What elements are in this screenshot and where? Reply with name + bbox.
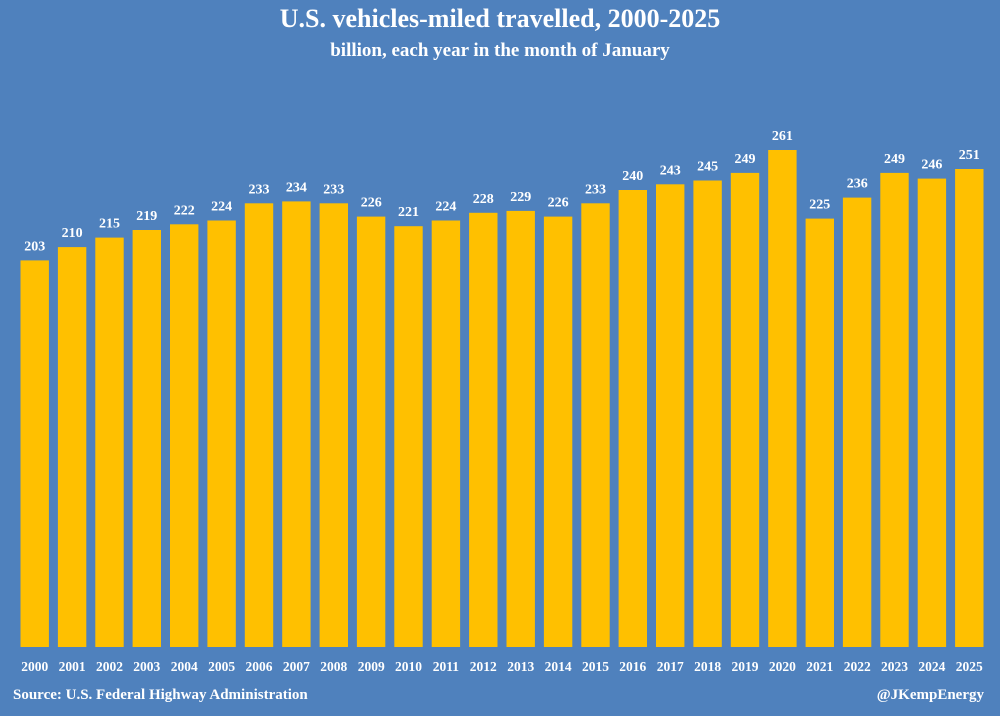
value-label-2022: 236 — [847, 177, 868, 192]
x-tick-label-2018: 2018 — [694, 659, 721, 674]
bar-2017 — [656, 184, 685, 648]
bar-2024 — [917, 178, 947, 647]
x-tick-label-2002: 2002 — [96, 659, 123, 674]
x-tick-label-2000: 2000 — [21, 659, 48, 674]
value-label-2001: 210 — [62, 226, 83, 241]
bar-2002 — [95, 237, 124, 647]
value-label-2004: 222 — [174, 203, 195, 218]
x-tick-label-2005: 2005 — [208, 659, 235, 674]
author-handle: @JKempEnergy — [876, 687, 984, 703]
bar-2012 — [469, 212, 498, 648]
value-label-2009: 226 — [361, 196, 382, 211]
x-tick-labels-group: 2000 2001 2002 2003 2004 2005 2006 2007 2008 2009… — [21, 659, 983, 674]
x-tick-label-2013: 2013 — [507, 659, 534, 674]
value-labels-group: 203 210 215 219 222 224 233 234 233 226 221 224 228 2… — [24, 129, 980, 254]
value-label-2025: 251 — [959, 148, 980, 163]
x-tick-label-2024: 2024 — [918, 659, 945, 674]
value-label-2000: 203 — [24, 239, 45, 254]
bar-2015 — [581, 203, 610, 648]
bar-2013 — [506, 210, 535, 647]
bar-2004 — [170, 224, 199, 648]
bar-2009 — [356, 216, 386, 647]
x-tick-label-2022: 2022 — [844, 659, 871, 674]
value-label-2014: 226 — [548, 196, 569, 211]
chart-subtitle: billion, each year in the month of Janua… — [330, 40, 670, 61]
bar-2003 — [132, 230, 161, 647]
bar-2008 — [319, 203, 348, 648]
value-label-2007: 234 — [286, 180, 307, 195]
bar-2010 — [394, 226, 423, 647]
x-tick-label-2025: 2025 — [956, 659, 983, 674]
x-tick-label-2010: 2010 — [395, 659, 422, 674]
x-tick-label-2003: 2003 — [133, 659, 160, 674]
x-tick-label-2017: 2017 — [657, 659, 684, 674]
value-label-2011: 224 — [435, 200, 456, 215]
bar-2005 — [207, 220, 236, 647]
value-label-2015: 233 — [585, 182, 606, 197]
x-tick-label-2007: 2007 — [283, 659, 310, 674]
value-label-2002: 215 — [99, 217, 120, 232]
bar-2000 — [20, 260, 49, 647]
x-tick-label-2004: 2004 — [171, 659, 198, 674]
bar-2020 — [768, 150, 797, 647]
value-label-2016: 240 — [622, 169, 643, 184]
chart-title: U.S. vehicles-miled travelled, 2000-2025 — [279, 4, 721, 33]
value-label-2024: 246 — [921, 158, 942, 173]
x-tick-label-2014: 2014 — [545, 659, 572, 674]
x-tick-label-2019: 2019 — [732, 659, 759, 674]
x-tick-label-2006: 2006 — [246, 659, 273, 674]
x-tick-label-2012: 2012 — [470, 659, 497, 674]
value-label-2003: 219 — [136, 209, 157, 224]
x-tick-label-2001: 2001 — [59, 659, 86, 674]
x-tick-label-2009: 2009 — [358, 659, 385, 674]
bar-2001 — [57, 247, 87, 647]
bars-group — [20, 150, 984, 648]
bar-2018 — [693, 180, 722, 647]
x-tick-label-2015: 2015 — [582, 659, 609, 674]
x-tick-label-2023: 2023 — [881, 659, 908, 674]
x-tick-label-2021: 2021 — [806, 659, 833, 674]
source-note: Source: U.S. Federal Highway Administrat… — [13, 687, 308, 703]
bar-2025 — [955, 169, 984, 647]
bar-2007 — [282, 201, 311, 647]
bar-2021 — [805, 218, 834, 647]
value-label-2008: 233 — [323, 182, 344, 197]
value-label-2021: 225 — [809, 198, 830, 213]
value-label-2006: 233 — [249, 182, 270, 197]
bar-2016 — [618, 190, 647, 647]
bar-2022 — [842, 197, 872, 647]
value-label-2023: 249 — [884, 152, 905, 167]
bar-2019 — [730, 172, 760, 647]
value-label-2005: 224 — [211, 200, 232, 215]
value-label-2012: 228 — [473, 192, 494, 207]
value-label-2017: 243 — [660, 163, 681, 178]
value-label-2013: 229 — [510, 190, 531, 205]
value-label-2020: 261 — [772, 129, 793, 144]
value-label-2010: 221 — [398, 205, 419, 220]
bar-2006 — [244, 203, 274, 648]
x-tick-label-2020: 2020 — [769, 659, 796, 674]
bar-2014 — [543, 216, 573, 647]
bar-2011 — [431, 220, 461, 647]
value-label-2018: 245 — [697, 160, 718, 175]
x-tick-label-2008: 2008 — [320, 659, 347, 674]
x-tick-label-2016: 2016 — [619, 659, 646, 674]
value-label-2019: 249 — [735, 152, 756, 167]
x-tick-label-2011: 2011 — [433, 659, 460, 674]
bar-2023 — [880, 172, 909, 647]
